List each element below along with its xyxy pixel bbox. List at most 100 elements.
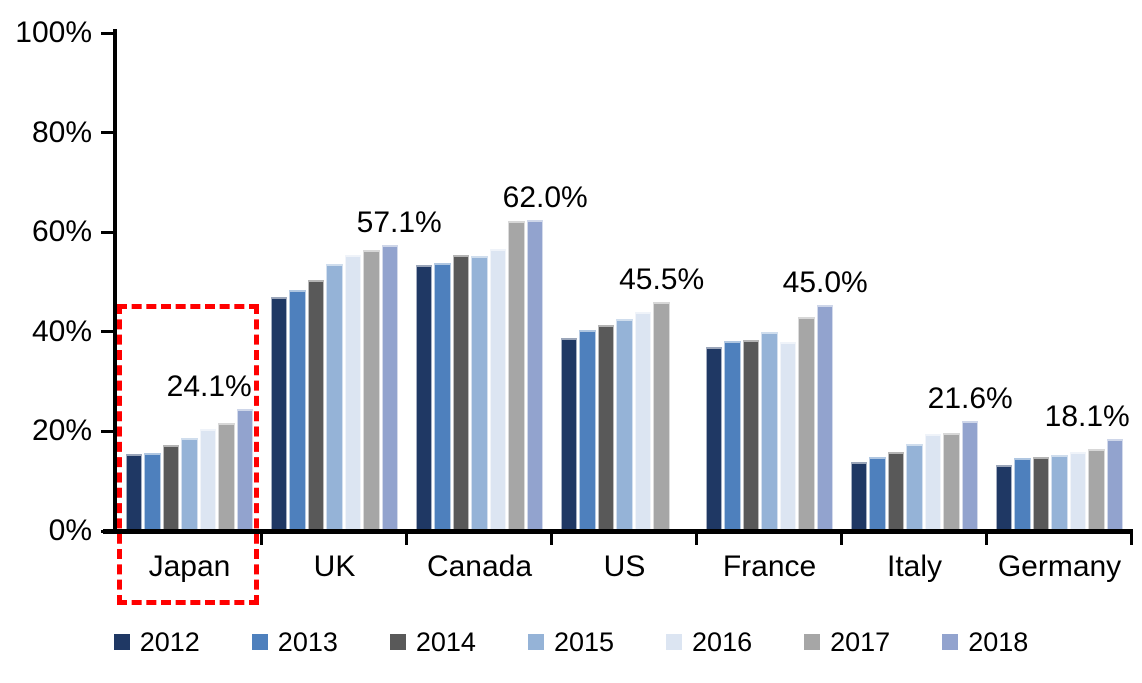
data-label-italy: 21.6% [927,382,1013,416]
legend-item-2012: 2012 [113,627,200,657]
bar-canada-2014 [452,255,470,529]
legend-swatch-2013 [251,634,268,650]
y-axis-line [113,29,117,534]
category-label-germany: Germany [997,550,1122,583]
x-axis-tick [405,529,408,545]
bar-canada-2018 [526,220,544,529]
bar-france-2016 [779,342,797,529]
y-axis-tick [101,330,117,334]
category-label-japan: Japan [148,550,231,583]
legend-item-2017: 2017 [804,627,890,657]
legend-swatch-2012 [113,634,130,650]
data-label-france: 45.0% [782,265,868,299]
category-label-italy: Italy [886,550,943,583]
data-label-uk: 57.1% [356,205,442,239]
bar-japan-2017 [218,422,235,529]
legend-swatch-2017 [804,634,821,650]
bar-japan-2016 [199,429,217,529]
bar-canada-2013 [434,262,451,529]
legend-label: 2015 [553,627,615,657]
bar-italy-2018 [961,421,979,529]
bar-italy-2014 [887,451,905,529]
y-axis-tick-label: 100% [15,16,92,49]
y-axis-tick [101,429,117,433]
data-label-us: 45.5% [619,263,705,297]
bar-us-2015 [616,319,633,529]
bar-us-2016 [634,312,652,529]
bar-us-2017 [653,302,670,529]
category-label-us: US [603,550,646,583]
bar-germany-2018 [1106,438,1124,529]
legend-label: 2016 [692,627,753,657]
bar-italy-2017 [943,432,960,529]
legend-swatch-2018 [942,634,959,650]
bar-japan-2012 [125,453,143,529]
x-axis-tick [1130,529,1133,545]
bar-us-2013 [579,329,596,529]
bar-japan-2013 [144,452,161,529]
bar-canada-2012 [415,265,433,529]
bar-uk-2015 [326,264,343,529]
bar-italy-2012 [850,461,868,529]
legend-label: 2012 [139,627,200,657]
x-axis-tick [550,529,553,545]
legend-swatch-2016 [666,634,683,650]
bar-france-2013 [724,340,741,529]
category-label-uk: UK [313,550,356,583]
legend-label: 2018 [968,627,1029,657]
bar-canada-2017 [508,221,525,529]
bar-germany-2012 [995,465,1013,529]
legend-label: 2017 [830,627,891,657]
japan-highlight-box [117,304,259,605]
bar-france-2014 [742,339,760,529]
bar-germany-2017 [1088,449,1105,529]
bar-germany-2013 [1014,458,1031,529]
y-axis-tick-label: 60% [31,215,92,249]
bar-italy-2015 [906,444,923,529]
bar-canada-2015 [471,256,488,529]
bar-japan-2018 [236,408,254,529]
bar-france-2018 [816,304,834,529]
y-axis-tick [101,31,117,35]
bar-italy-2013 [869,457,886,529]
y-axis-tick [101,131,117,135]
bar-canada-2016 [489,248,507,529]
bar-uk-2018 [381,244,399,529]
data-label-germany: 18.1% [1044,399,1130,433]
bar-uk-2012 [270,297,288,529]
x-axis-tick [260,529,263,545]
category-label-france: France [722,550,817,583]
bar-france-2015 [761,332,778,529]
bar-japan-2015 [181,438,198,529]
legend-swatch-2015 [527,634,544,650]
x-axis-tick [840,529,843,545]
x-axis-tick [695,529,698,545]
legend-label: 2013 [277,627,338,657]
y-axis-tick-label: 0% [48,514,92,547]
bar-japan-2014 [162,444,180,529]
category-label-canada: Canada [426,550,533,583]
bar-us-2014 [597,324,615,529]
bar-italy-2016 [924,433,942,529]
legend: 2012 2013 2014 2015 2016 2017 2018 [0,620,1142,664]
bar-france-2017 [798,317,815,529]
bar-france-2012 [705,347,723,529]
y-axis-tick-label: 20% [31,414,92,448]
data-label-canada: 62.0% [502,181,588,215]
legend-label: 2014 [415,627,476,657]
bar-germany-2015 [1051,454,1068,529]
legend-item-2014: 2014 [389,627,476,657]
data-label-japan: 24.1% [166,369,252,403]
x-axis-tick [985,529,988,545]
bar-us-2012 [560,338,578,529]
x-axis-line [103,529,1132,534]
legend-item-2015: 2015 [527,627,615,657]
y-axis-tick-label: 40% [31,314,92,348]
y-axis-tick [101,230,117,234]
legend-item-2013: 2013 [251,627,338,657]
bar-uk-2016 [344,255,362,529]
bar-uk-2014 [307,280,325,529]
y-axis-tick-label: 80% [31,115,92,149]
legend-item-2016: 2016 [666,627,752,657]
